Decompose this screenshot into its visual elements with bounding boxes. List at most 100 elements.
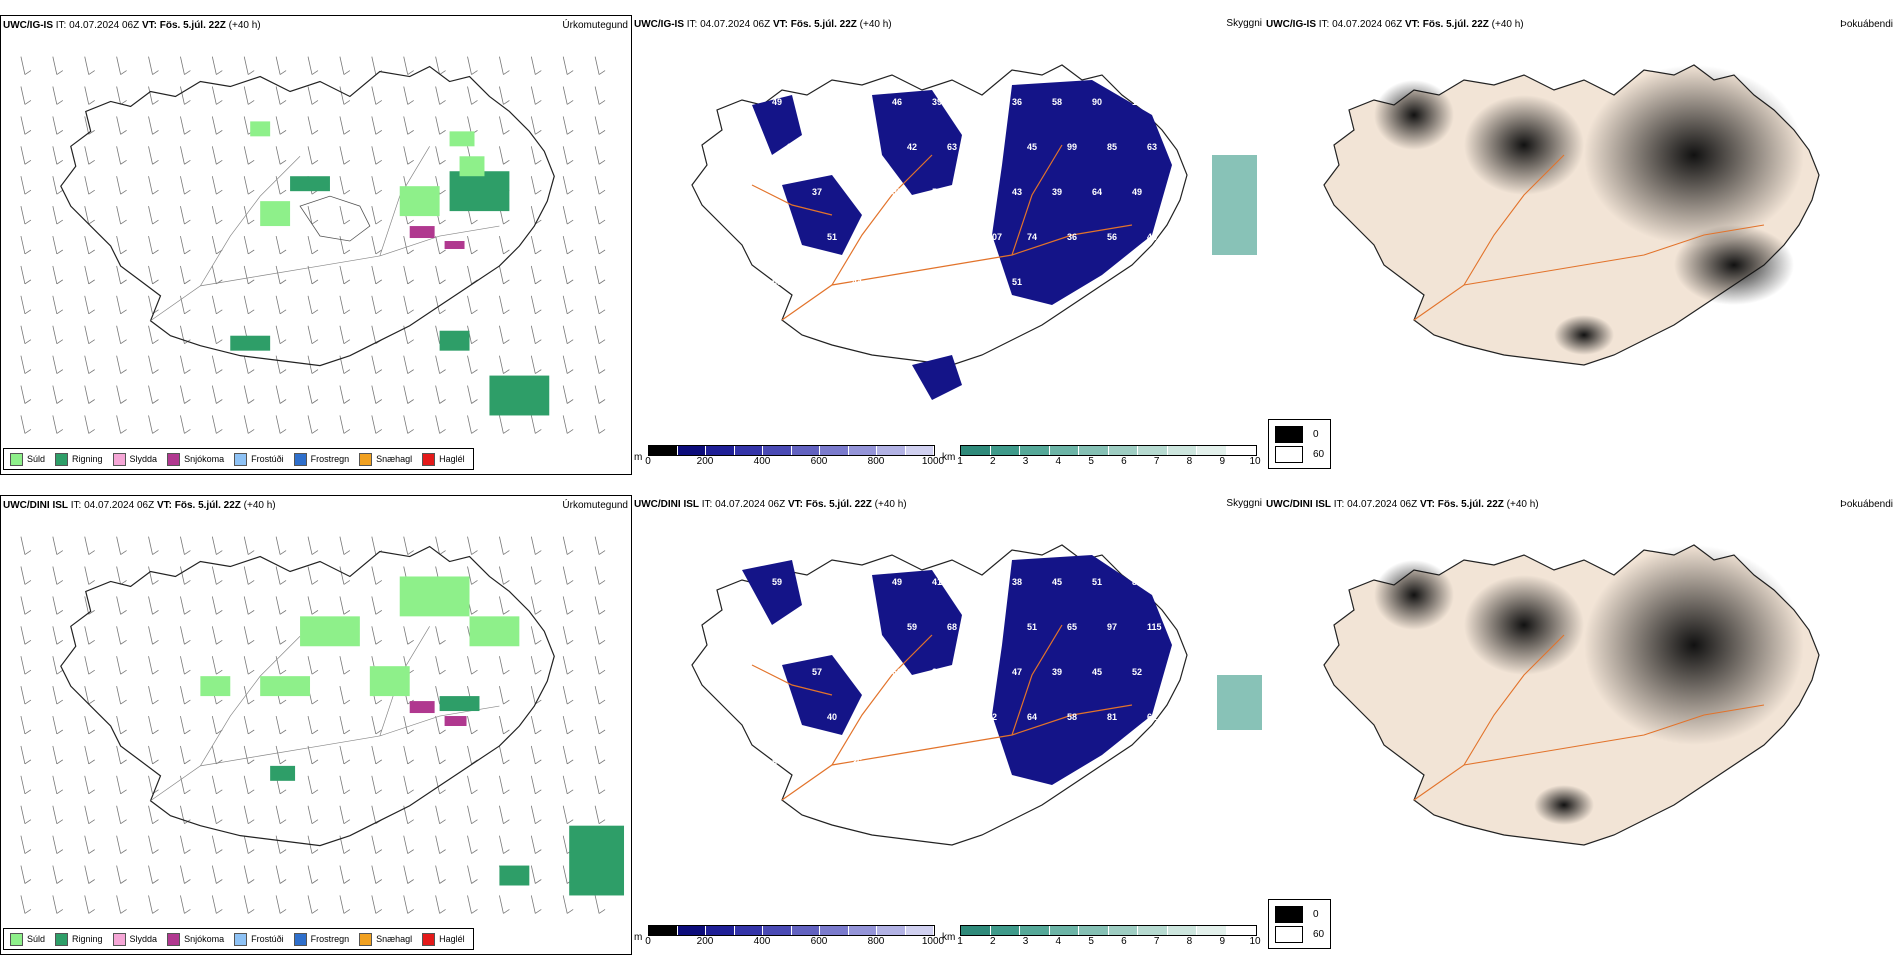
wind-barb xyxy=(530,775,542,795)
wind-barb xyxy=(148,895,159,914)
it-value: 04.07.2024 06Z xyxy=(700,19,771,30)
wind-barb xyxy=(52,536,64,555)
legend-item-snjokoma: Snjókoma xyxy=(167,452,224,466)
wind-barb xyxy=(84,805,95,825)
wind-barb xyxy=(307,295,319,315)
panel-title: UWC/DINI ISL IT: 04.07.2024 06Z VT: Fös.… xyxy=(1264,495,1896,515)
colorbar-tick: 1000 xyxy=(921,456,945,467)
colorbar-swatch xyxy=(961,446,991,455)
colorbar-swatch xyxy=(990,926,1020,935)
it-value: 04.07.2024 06Z xyxy=(69,20,140,31)
cloud-base-number: 58 xyxy=(1067,712,1077,722)
wind-barb xyxy=(530,265,542,285)
fog-legend: 0 60 xyxy=(1268,899,1332,949)
wind-barb xyxy=(403,265,414,285)
wind-barb xyxy=(211,775,223,795)
wind-barb xyxy=(499,295,510,315)
colorbar-tick: 4 xyxy=(1055,456,1062,467)
wind-barb xyxy=(499,56,510,75)
wind-barb xyxy=(435,536,446,555)
legend-item-frostregn: Frostregn xyxy=(293,932,349,946)
cloud-base-number: 57 xyxy=(972,577,982,587)
wind-barb xyxy=(211,626,223,645)
wind-barb xyxy=(243,865,255,884)
cloud-base-number: 64 xyxy=(1027,712,1037,722)
wind-barb xyxy=(530,835,542,854)
wind-barb xyxy=(403,865,414,884)
wind-barb xyxy=(499,715,510,735)
wind-barb xyxy=(467,895,478,914)
cloud-base-number: 43 xyxy=(1012,187,1022,197)
colorbar-swatch xyxy=(649,926,678,935)
wind-barb xyxy=(435,805,446,825)
cloud-base-number: 81 xyxy=(1107,712,1117,722)
wind-barb xyxy=(307,235,319,255)
wind-barb xyxy=(339,566,351,585)
wind-barb xyxy=(148,86,159,105)
wind-barb xyxy=(467,865,478,884)
wind-barb xyxy=(435,835,446,854)
wind-barb xyxy=(562,596,574,615)
wind-barb xyxy=(148,805,159,825)
colorbar-swatch xyxy=(706,926,735,935)
wind-barb xyxy=(275,596,287,615)
wind-barb xyxy=(84,146,95,165)
precip-map xyxy=(20,536,625,914)
colorbar-tick: 5 xyxy=(1088,936,1094,947)
wind-barb xyxy=(20,176,32,195)
colorbar-swatch xyxy=(961,926,991,935)
wind-barb xyxy=(20,745,32,765)
wind-barb xyxy=(403,56,414,75)
wind-barb xyxy=(467,86,478,105)
cloud-base-number: 43 xyxy=(852,97,862,107)
wind-barb xyxy=(562,895,574,914)
wind-barb xyxy=(530,536,542,555)
wind-barb xyxy=(435,295,446,315)
wind-barb xyxy=(211,265,223,285)
wind-barb xyxy=(243,805,255,825)
wind-barb xyxy=(52,235,64,255)
wind-barb xyxy=(339,596,351,615)
wind-barb xyxy=(84,206,95,225)
wind-barb xyxy=(20,325,32,345)
fog-label: Þokuábendi xyxy=(1840,499,1893,510)
wind-barb xyxy=(403,835,414,854)
road-network xyxy=(1413,154,1765,321)
wind-barb xyxy=(20,596,32,615)
wind-barb xyxy=(530,566,542,585)
wind-barb xyxy=(562,656,574,675)
fog-legend-item-0: 0 xyxy=(1275,424,1324,444)
wind-barb xyxy=(211,176,223,195)
wind-barb xyxy=(594,355,606,374)
cloud-base-number: 47 xyxy=(867,622,877,632)
wind-barb xyxy=(594,116,606,135)
colorbar-tick: 200 xyxy=(696,936,714,947)
wind-barb xyxy=(307,206,319,225)
cloud-base-number: 43 xyxy=(787,712,797,722)
wind-barb xyxy=(467,805,478,825)
panel-type-label: Úrkomutegund xyxy=(562,500,628,511)
wind-barb xyxy=(403,295,414,315)
lead-time: (+40 h) xyxy=(874,499,907,510)
cloud-base-number: 6 xyxy=(972,277,977,287)
colorbar-swatch xyxy=(734,926,763,935)
wind-barb xyxy=(371,176,383,195)
wind-barb xyxy=(20,656,32,675)
cloud-base-number: 84 xyxy=(772,757,782,767)
cloud-base-number: 44 xyxy=(972,187,982,197)
wind-barb xyxy=(275,265,287,285)
cloud-base-number: 43 xyxy=(787,232,797,242)
wind-barb xyxy=(180,56,191,75)
cloud-base-number: 99 xyxy=(1067,142,1077,152)
wind-barb xyxy=(594,146,606,165)
wind-barb xyxy=(211,146,223,165)
colorbar-tick: 0 xyxy=(645,456,651,467)
wind-barb xyxy=(275,415,287,434)
wind-barb xyxy=(84,176,95,195)
wind-barb xyxy=(20,415,32,434)
wind-barb xyxy=(116,626,127,645)
wind-barb xyxy=(594,715,606,735)
wind-barb xyxy=(180,146,191,165)
wind-barb xyxy=(499,116,510,135)
wind-barb xyxy=(243,146,255,165)
